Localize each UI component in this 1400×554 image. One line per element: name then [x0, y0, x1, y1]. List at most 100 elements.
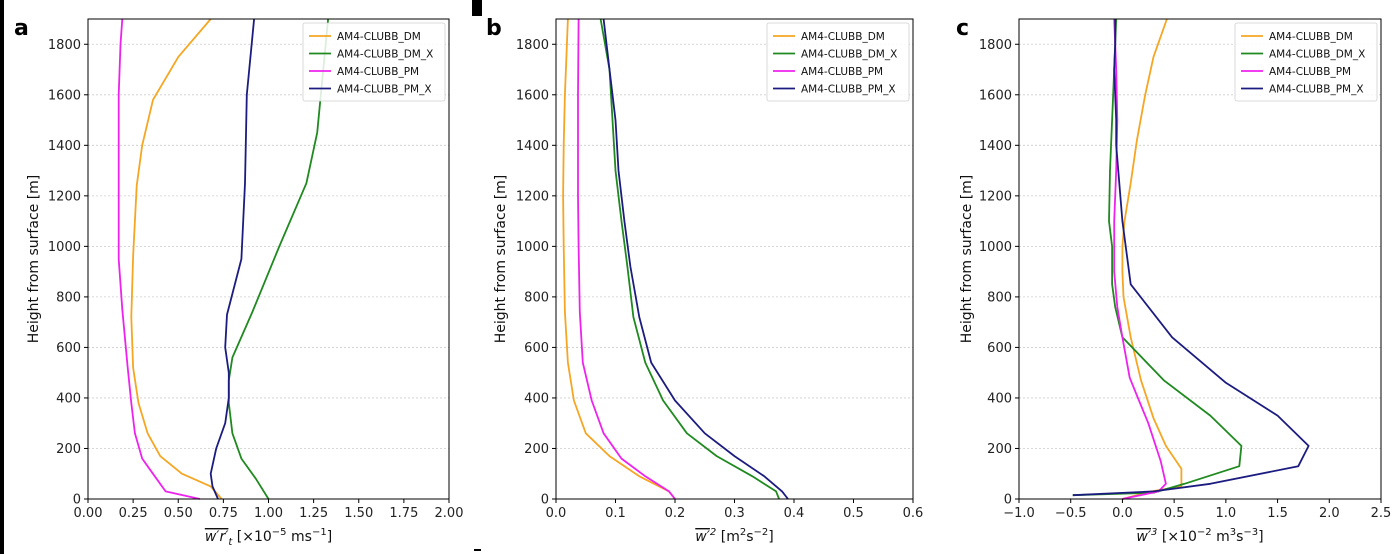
y-tick-label: 1800: [516, 38, 549, 53]
x-axis-label: w′r′t [×10−5 ms−1]: [205, 527, 332, 548]
series-line-am4-clubb-dm-x: [1072, 18, 1243, 497]
x-label-xlabel-close: ]: [1258, 529, 1263, 545]
panel-letter: b: [486, 16, 502, 41]
y-tick-label: 1000: [516, 240, 549, 255]
x-label-xlabel-close: ]: [327, 529, 332, 545]
x-label-xlabel-exp2: −1: [312, 527, 327, 538]
y-tick-label: 1000: [979, 240, 1012, 255]
x-label-xlabel-units-tail: m: [1212, 529, 1230, 545]
series-line-am4-clubb-pm: [1113, 18, 1167, 500]
panel-c: 0 200 400 600 800 1000 1200 1400 1600 1800 −1.0 −0.…: [956, 16, 1391, 545]
panel-a: 0 200 400 600 800 1000 1200 1400 1600 1800 0.00 0.2…: [14, 16, 463, 548]
x-label-xlabel-exp2: −2: [754, 527, 769, 538]
y-tick-label: 800: [56, 290, 81, 305]
x-tick-label: 0.75: [209, 506, 238, 521]
y-tick-label: 1400: [48, 139, 81, 154]
y-tick-label: 0: [541, 493, 549, 508]
x-tick-label: −0.5: [1055, 506, 1087, 521]
x-label-xlabel-units: [×10: [1157, 529, 1196, 545]
x-tick-label: 1.5: [1267, 506, 1288, 521]
y-tick-label: 600: [524, 341, 549, 356]
x-label-xlabel-units: [×10: [232, 529, 271, 545]
y-tick-label: 1200: [516, 189, 549, 204]
legend-entry: AM4-CLUBB_PM: [337, 66, 419, 78]
legend-entry: AM4-CLUBB_PM_X: [1269, 83, 1364, 95]
x-tick-label: 0.6: [903, 506, 924, 521]
legend-entry: AM4-CLUBB_DM_X: [1269, 48, 1365, 60]
y-tick-label: 1400: [979, 139, 1012, 154]
legend-box: [1234, 22, 1378, 102]
x-tick-label: 0.5: [1164, 506, 1185, 521]
x-label-xlabel-units-tail: s: [746, 529, 753, 545]
x-label-xlabel-sub: t: [228, 537, 233, 548]
y-axis-label: Height from surface [m]: [26, 175, 42, 344]
y-tick-label: 200: [524, 442, 549, 457]
panel-b: 0 200 400 600 800 1000 1200 1400 1600 1800 0.0 0.1 0…: [486, 16, 923, 545]
x-label-xlabel-sup: 3: [1151, 527, 1157, 538]
x-tick-label: 0.0: [546, 506, 567, 521]
series-line-am4-clubb-pm-x: [209, 18, 255, 500]
y-tick-label: 0: [73, 493, 81, 508]
series-line-am4-clubb-pm: [577, 18, 676, 500]
series-line-am4-clubb-dm-x: [227, 18, 329, 500]
y-axis-label: Height from surface [m]: [959, 175, 975, 344]
y-tick-label: 1200: [979, 189, 1012, 204]
y-tick-label: 400: [524, 391, 549, 406]
x-tick-label: 0.50: [164, 506, 193, 521]
y-axis-label: Height from surface [m]: [493, 175, 509, 344]
legend-entry: AM4-CLUBB_DM: [1269, 31, 1353, 43]
legend: AM4-CLUBB_DM AM4-CLUBB_DM_X AM4-CLUBB_PM AM…: [302, 22, 446, 102]
x-tick-label: 0.2: [665, 506, 686, 521]
x-label-xlabel-units-tail: ms: [287, 529, 312, 545]
x-label-xlabel-exp: −2: [1197, 527, 1212, 538]
panel-letter: a: [14, 16, 29, 41]
y-tick-label: 600: [987, 341, 1012, 356]
x-tick-label: −1.0: [1003, 506, 1035, 521]
x-tick-label: 0.3: [724, 506, 745, 521]
y-tick-label: 400: [987, 391, 1012, 406]
legend: AM4-CLUBB_DM AM4-CLUBB_DM_X AM4-CLUBB_PM AM…: [1234, 22, 1378, 102]
series-line-am4-clubb-dm-x: [599, 18, 780, 500]
x-label-xlabel-main: w′: [1136, 529, 1151, 545]
x-label-xlabel-sup: 2: [710, 527, 716, 538]
x-tick-label: 2.0: [1319, 506, 1340, 521]
x-tick-label: 0.0: [1112, 506, 1133, 521]
legend-entry: AM4-CLUBB_DM: [801, 31, 885, 43]
y-tick-label: 400: [56, 391, 81, 406]
legend-box: [766, 22, 910, 102]
x-tick-label: 1.25: [299, 506, 328, 521]
y-tick-label: 800: [987, 290, 1012, 305]
legend-entry: AM4-CLUBB_DM: [337, 31, 421, 43]
y-tick-label: 1600: [979, 88, 1012, 103]
top-divider-mark: [472, 0, 482, 16]
y-tick-label: 200: [987, 442, 1012, 457]
y-tick-label: 1800: [979, 38, 1012, 53]
y-tick-label: 200: [56, 442, 81, 457]
series-line-am4-clubb-dm: [562, 18, 676, 500]
y-tick-label: 1200: [48, 189, 81, 204]
legend-entry: AM4-CLUBB_PM: [1269, 66, 1351, 78]
series-line-am4-clubb-dm: [1121, 18, 1183, 500]
legend-entry: AM4-CLUBB_PM: [801, 66, 883, 78]
x-label-xlabel-close: ]: [768, 529, 773, 545]
x-label-xlabel-units: [m: [716, 529, 740, 545]
bottom-divider-mark: [474, 549, 481, 551]
x-tick-label: 1.75: [389, 506, 418, 521]
x-tick-label: 1.00: [254, 506, 283, 521]
y-tick-label: 0: [1004, 493, 1012, 508]
legend-entry: AM4-CLUBB_DM_X: [337, 48, 433, 60]
x-axis-label: w′2 [m2s−2]: [695, 527, 773, 545]
left-edge-bar: [0, 0, 4, 554]
x-label-xlabel-exp: −5: [272, 527, 287, 538]
series-line-am4-clubb-pm-x: [1072, 19, 1310, 497]
x-label-xlabel-main: w′r′: [205, 529, 229, 545]
x-tick-label: 0.5: [843, 506, 864, 521]
x-label-xlabel-units-tail2: s: [1236, 529, 1243, 545]
legend-entry: AM4-CLUBB_DM_X: [801, 48, 897, 60]
panel-letter: c: [956, 16, 969, 41]
series-line-am4-clubb-pm-x: [602, 18, 789, 500]
legend-entry: AM4-CLUBB_PM_X: [337, 83, 432, 95]
y-tick-label: 800: [524, 290, 549, 305]
x-label-xlabel-exp2: 3: [1230, 527, 1236, 538]
